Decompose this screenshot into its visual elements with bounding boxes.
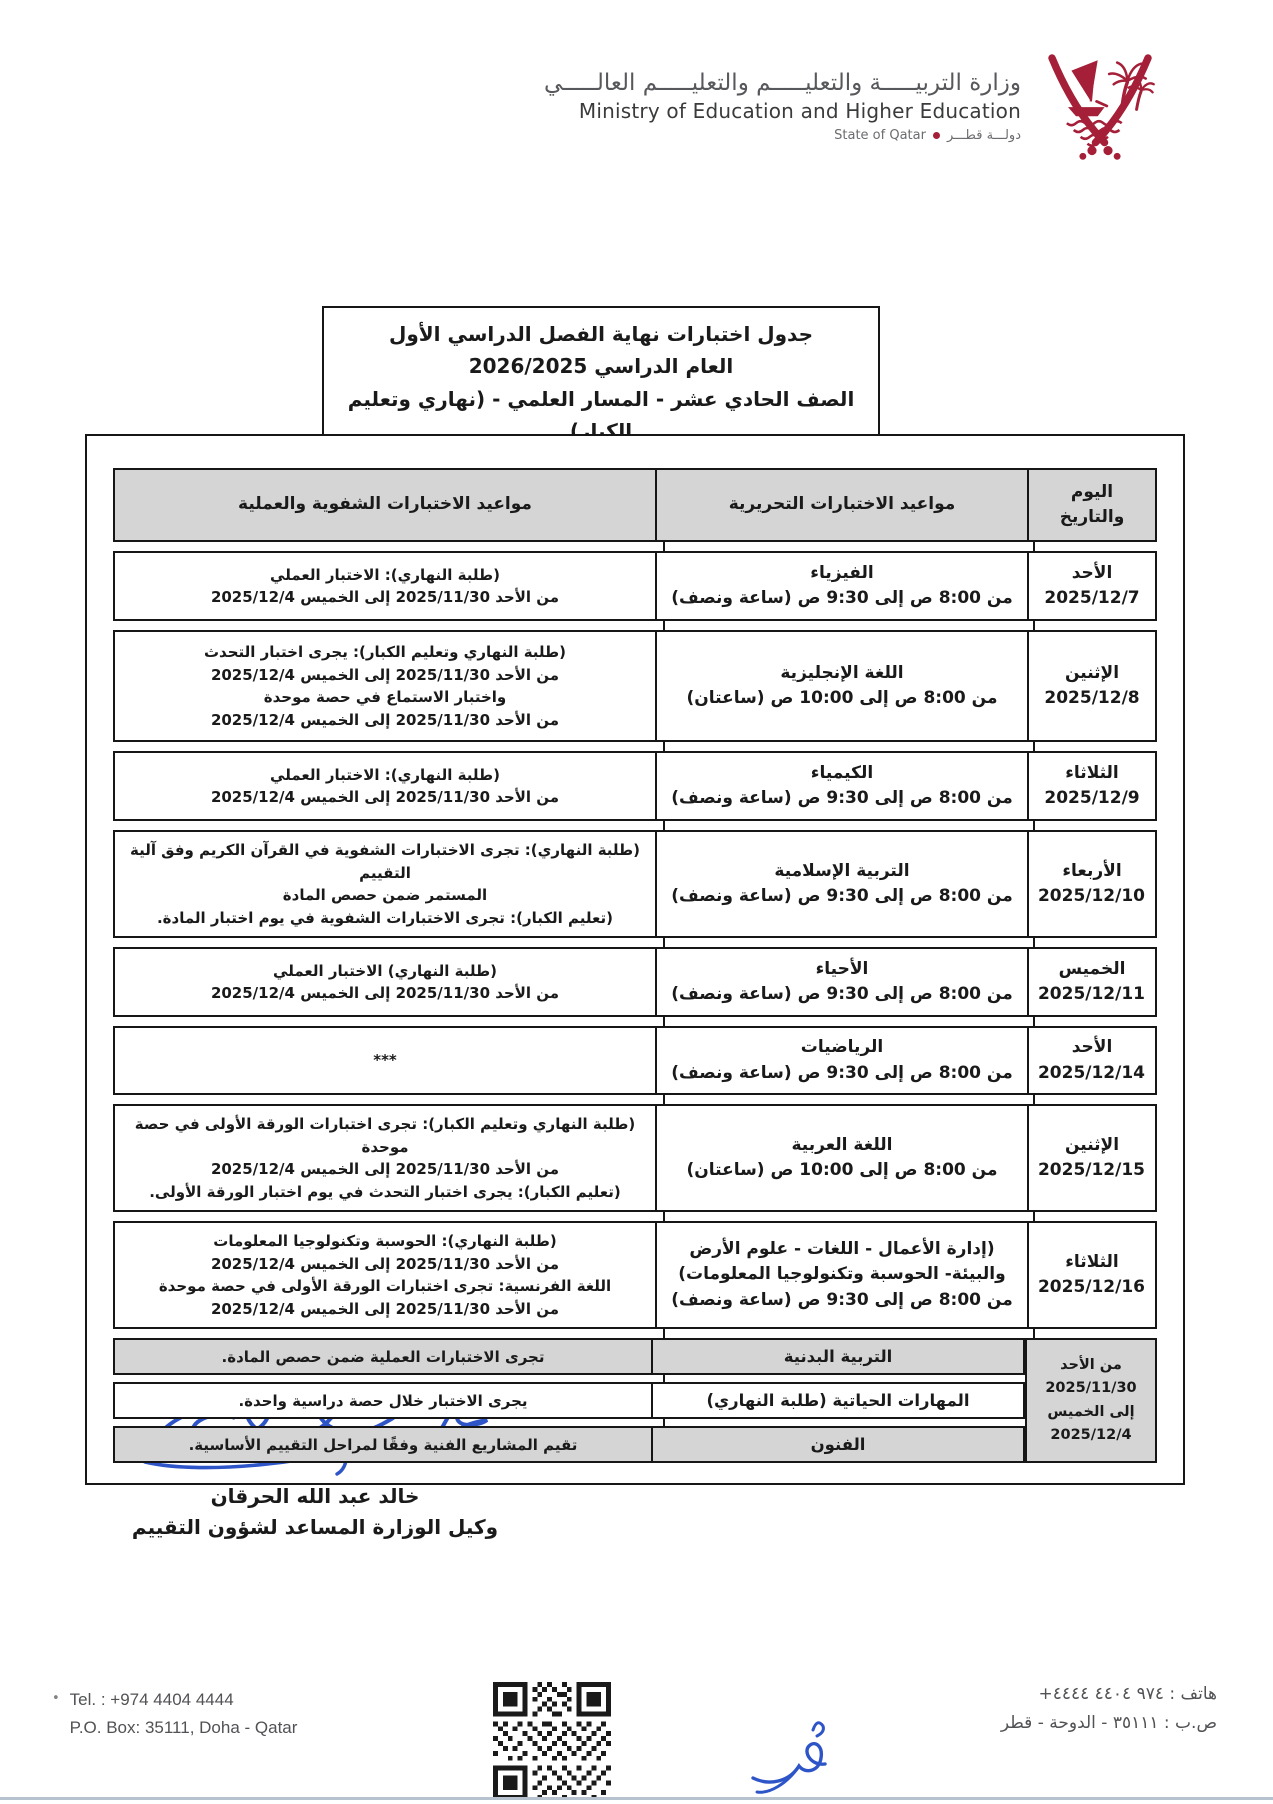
oral-column-header: مواعيد الاختبارات الشفوية والعملية bbox=[238, 494, 532, 515]
table-row: المهارات الحياتية (طلبة النهاري) يجرى ال… bbox=[113, 1382, 1025, 1419]
footer-bullet-icon: • bbox=[52, 1690, 60, 1706]
day-cell: الإثنين 2025/12/15 bbox=[1027, 1106, 1155, 1210]
state-name-arabic: دولـــة قطـــر bbox=[946, 127, 1021, 143]
pobox-arabic: ص.ب : ٣٥١١١ - الدوحة - قطر bbox=[1000, 1713, 1217, 1734]
subject-cell: التربية البدنية bbox=[651, 1340, 1023, 1373]
subject-cell: المهارات الحياتية (طلبة النهاري) bbox=[651, 1384, 1023, 1417]
table-row: الإثنين 2025/12/8 اللغة الإنجليزية من 8:… bbox=[113, 630, 1157, 742]
footer-contact-arabic: هاتف : +٩٧٤ ٤٤٠٤ ٤٤٤٤ ص.ب : ٣٥١١١ - الدو… bbox=[1001, 1680, 1217, 1738]
continuous-assessment-block: من الأحد 2025/11/30 إلى الخميس 2025/12/4… bbox=[113, 1338, 1157, 1463]
written-exam-cell: الأحياء من 8:00 ص إلى 9:30 ص (ساعة ونصف) bbox=[655, 949, 1027, 1015]
written-exam-cell: التربية الإسلامية من 8:00 ص إلى 9:30 ص (… bbox=[655, 832, 1027, 936]
day-column-header: اليوم والتاريخ bbox=[1027, 470, 1155, 540]
table-row: الأحد 2025/12/7 الفيزياء من 8:00 ص إلى 9… bbox=[113, 551, 1157, 621]
title-line-1: جدول اختبارات نهاية الفصل الدراسي الأول bbox=[388, 322, 814, 346]
signatory-name: خالد عبد الله الحرقان bbox=[210, 1484, 420, 1508]
day-cell: الثلاثاء 2025/12/9 bbox=[1027, 753, 1155, 819]
table-row: الفنون تقيم المشاريع الفنية وفقًا لمراحل… bbox=[113, 1426, 1025, 1463]
note-cell: يجرى الاختبار خلال حصة دراسية واحدة. bbox=[238, 1391, 528, 1410]
letterhead: وزارة التربيـــــة والتعليـــــم والتعلي… bbox=[544, 50, 1163, 162]
day-cell: الثلاثاء 2025/12/16 bbox=[1027, 1223, 1155, 1327]
footer-contact-english: • Tel. : +974 4404 4444 P.O. Box: 35111,… bbox=[52, 1686, 297, 1742]
ministry-name-english: Ministry of Education and Higher Educati… bbox=[578, 98, 1021, 123]
separator-dot-icon bbox=[932, 131, 940, 139]
table-row: الخميس 2025/12/11 الأحياء من 8:00 ص إلى … bbox=[113, 947, 1157, 1017]
oral-practical-cell: (طلبة النهاري) الاختبار العملي من الأحد … bbox=[210, 961, 560, 1003]
table-row: الإثنين 2025/12/15 اللغة العربية من 8:00… bbox=[113, 1104, 1157, 1212]
qr-code bbox=[492, 1682, 612, 1804]
table-row: الثلاثاء 2025/12/9 الكيمياء من 8:00 ص إل… bbox=[113, 751, 1157, 821]
table-row: الثلاثاء 2025/12/16 (إدارة الأعمال - الل… bbox=[113, 1221, 1157, 1329]
ministry-name-arabic: وزارة التربيـــــة والتعليـــــم والتعلي… bbox=[544, 69, 1021, 96]
note-cell: تقيم المشاريع الفنية وفقًا لمراحل التقيي… bbox=[188, 1435, 578, 1454]
oral-practical-cell: (طلبة النهاري وتعليم الكبار): تجرى اختبا… bbox=[134, 1115, 636, 1201]
ministry-names: وزارة التربيـــــة والتعليـــــم والتعلي… bbox=[544, 70, 1021, 143]
oral-practical-cell: *** bbox=[373, 1051, 397, 1070]
exam-schedule-table: اليوم والتاريخ مواعيد الاختبارات التحرير… bbox=[85, 434, 1185, 1485]
page-bottom-edge-line bbox=[0, 1797, 1273, 1800]
oral-practical-cell: (طلبة النهاري وتعليم الكبار): يجرى اختبا… bbox=[203, 643, 567, 729]
note-cell: تجرى الاختبارات العملية ضمن حصص المادة. bbox=[221, 1347, 545, 1366]
title-line-2: العام الدراسي 2026/2025 bbox=[468, 354, 734, 379]
telephone-arabic: هاتف : +٩٧٤ ٤٤٠٤ ٤٤٤٤ bbox=[1038, 1684, 1217, 1705]
written-exam-cell: الرياضيات من 8:00 ص إلى 9:30 ص (ساعة ونص… bbox=[655, 1028, 1027, 1093]
table-row: الأربعاء 2025/12/10 التربية الإسلامية من… bbox=[113, 830, 1157, 938]
day-cell: الخميس 2025/12/11 bbox=[1027, 949, 1155, 1015]
written-exam-cell: الفيزياء من 8:00 ص إلى 9:30 ص (ساعة ونصف… bbox=[655, 553, 1027, 619]
subject-cell: الفنون bbox=[651, 1428, 1023, 1461]
day-cell: الأربعاء 2025/12/10 bbox=[1027, 832, 1155, 936]
telephone-english: Tel. : +974 4404 4444 bbox=[69, 1689, 234, 1709]
oral-practical-cell: (طلبة النهاري): الاختبار العملي من الأحد… bbox=[210, 565, 560, 607]
table-row: الأحد 2025/12/14 الرياضيات من 8:00 ص إلى… bbox=[113, 1026, 1157, 1095]
qatar-emblem-logo-icon bbox=[1037, 50, 1163, 162]
written-exam-cell: اللغة العربية من 8:00 ص إلى 10:00 ص (ساع… bbox=[655, 1106, 1027, 1210]
written-exam-cell: اللغة الإنجليزية من 8:00 ص إلى 10:00 ص (… bbox=[655, 632, 1027, 740]
assessment-subrows: التربية البدنية تجرى الاختبارات العملية … bbox=[113, 1338, 1025, 1463]
written-exam-cell: (إدارة الأعمال - اللغات - علوم الأرض وال… bbox=[655, 1223, 1027, 1327]
signatory-title: وكيل الوزارة المساعد لشؤون التقييم bbox=[131, 1515, 499, 1539]
pobox-english: P.O. Box: 35111, Doha - Qatar bbox=[69, 1717, 298, 1737]
day-cell: الإثنين 2025/12/8 bbox=[1027, 632, 1155, 740]
written-exam-cell: الكيمياء من 8:00 ص إلى 9:30 ص (ساعة ونصف… bbox=[655, 753, 1027, 819]
oral-practical-cell: (طلبة النهاري): الحوسبة وتكنولوجيا المعل… bbox=[158, 1232, 612, 1318]
table-row: التربية البدنية تجرى الاختبارات العملية … bbox=[113, 1338, 1025, 1375]
oral-practical-cell: (طلبة النهاري): تجرى الاختبارات الشفوية … bbox=[129, 841, 641, 927]
day-cell: الأحد 2025/12/7 bbox=[1027, 553, 1155, 619]
state-name-english: State of Qatar bbox=[834, 127, 926, 143]
handwritten-initials bbox=[745, 1712, 845, 1804]
state-of-qatar-line: State of Qatar دولـــة قطـــر bbox=[544, 128, 1021, 143]
merged-date-cell: من الأحد 2025/11/30 إلى الخميس 2025/12/4 bbox=[1025, 1338, 1157, 1463]
day-cell: الأحد 2025/12/14 bbox=[1027, 1028, 1155, 1093]
table-rows: اليوم والتاريخ مواعيد الاختبارات التحرير… bbox=[113, 468, 1157, 1463]
table-header-row: اليوم والتاريخ مواعيد الاختبارات التحرير… bbox=[113, 468, 1157, 542]
oral-practical-cell: (طلبة النهاري): الاختبار العملي من الأحد… bbox=[210, 765, 560, 807]
written-column-header: مواعيد الاختبارات التحريرية bbox=[655, 470, 1027, 540]
